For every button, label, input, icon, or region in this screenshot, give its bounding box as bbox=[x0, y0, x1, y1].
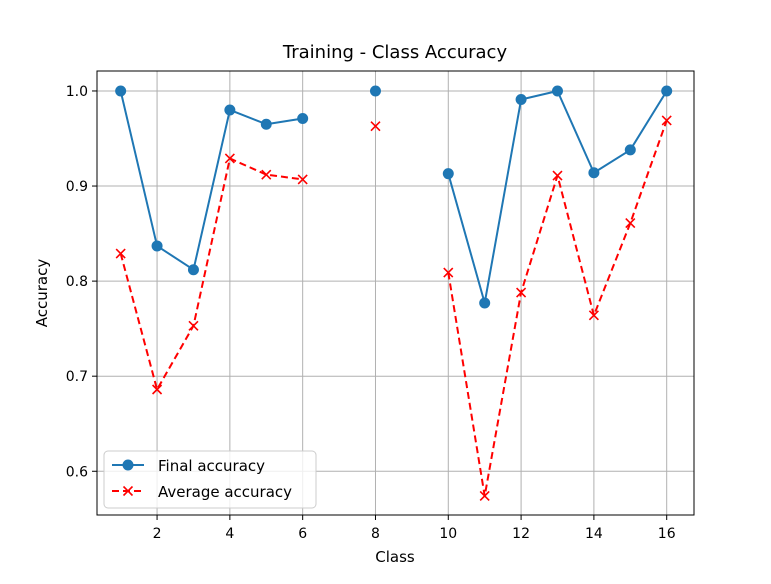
x-tick-label: 6 bbox=[298, 526, 307, 542]
legend-label-average-accuracy: Average accuracy bbox=[158, 483, 292, 501]
data-point-average-accuracy bbox=[479, 490, 490, 502]
data-point-average-accuracy bbox=[443, 267, 454, 278]
data-point-final-accuracy bbox=[369, 85, 381, 97]
legend: Final accuracy Average accuracy bbox=[103, 450, 317, 509]
y-axis-title: Accuracy bbox=[33, 259, 51, 328]
data-point-average-accuracy bbox=[625, 218, 636, 229]
data-point-final-accuracy bbox=[515, 94, 527, 106]
legend-marker-average-accuracy bbox=[122, 485, 134, 497]
x-tick-label: 2 bbox=[153, 526, 162, 542]
data-point-final-accuracy bbox=[115, 85, 127, 97]
data-point-final-accuracy bbox=[260, 118, 272, 130]
data-point-final-accuracy bbox=[151, 240, 163, 252]
x-tick-label: 8 bbox=[371, 526, 380, 542]
data-point-final-accuracy bbox=[187, 264, 199, 276]
legend-frame bbox=[103, 450, 317, 509]
y-tick-label: 0.7 bbox=[66, 369, 88, 385]
data-point-final-accuracy bbox=[588, 167, 600, 179]
chart-title: Training - Class Accuracy bbox=[282, 42, 508, 63]
x-tick-label: 10 bbox=[439, 526, 457, 542]
data-point-final-accuracy bbox=[297, 113, 309, 125]
legend-label-final-accuracy: Final accuracy bbox=[158, 457, 265, 475]
legend-swatches bbox=[112, 459, 144, 497]
x-tick-label: 12 bbox=[512, 526, 530, 542]
data-point-average-accuracy bbox=[588, 310, 599, 321]
data-point-average-accuracy bbox=[188, 320, 199, 331]
x-axis-title: Class bbox=[375, 548, 415, 566]
data-point-final-accuracy bbox=[442, 168, 454, 180]
legend-marker-final-accuracy bbox=[122, 459, 134, 471]
x-tick-label: 16 bbox=[658, 526, 676, 542]
series-line-average-accuracy bbox=[119, 157, 303, 391]
data-point-average-accuracy bbox=[151, 384, 163, 395]
data-point-average-accuracy bbox=[297, 174, 308, 185]
data-point-average-accuracy bbox=[661, 115, 672, 126]
x-tick-label: 14 bbox=[585, 526, 603, 542]
data-point-final-accuracy bbox=[479, 297, 491, 309]
data-point-average-accuracy bbox=[370, 121, 381, 132]
series-final-accuracy bbox=[115, 85, 673, 309]
y-tick-label: 0.6 bbox=[66, 464, 88, 480]
data-point-final-accuracy bbox=[661, 85, 673, 97]
data-point-average-accuracy bbox=[224, 153, 235, 164]
data-point-average-accuracy bbox=[516, 287, 527, 298]
tick-layer: 2 4 6 8 10 12 14 16 0.6 0.7 0.8 0.9 1.0 bbox=[66, 84, 676, 542]
data-point-final-accuracy bbox=[624, 144, 636, 156]
series-average-accuracy bbox=[115, 115, 672, 502]
data-point-final-accuracy bbox=[224, 104, 236, 116]
plot-area-frame bbox=[96, 70, 695, 516]
y-tick-label: 1.0 bbox=[66, 84, 88, 100]
data-point-final-accuracy bbox=[551, 85, 563, 97]
series-layer bbox=[115, 85, 673, 502]
data-point-average-accuracy bbox=[115, 248, 126, 259]
series-line-final-accuracy bbox=[119, 90, 303, 271]
y-tick-label: 0.9 bbox=[66, 179, 88, 195]
x-tick-label: 4 bbox=[225, 526, 234, 542]
data-point-average-accuracy bbox=[552, 170, 563, 181]
y-tick-label: 0.8 bbox=[66, 274, 88, 290]
data-point-average-accuracy bbox=[261, 169, 272, 180]
